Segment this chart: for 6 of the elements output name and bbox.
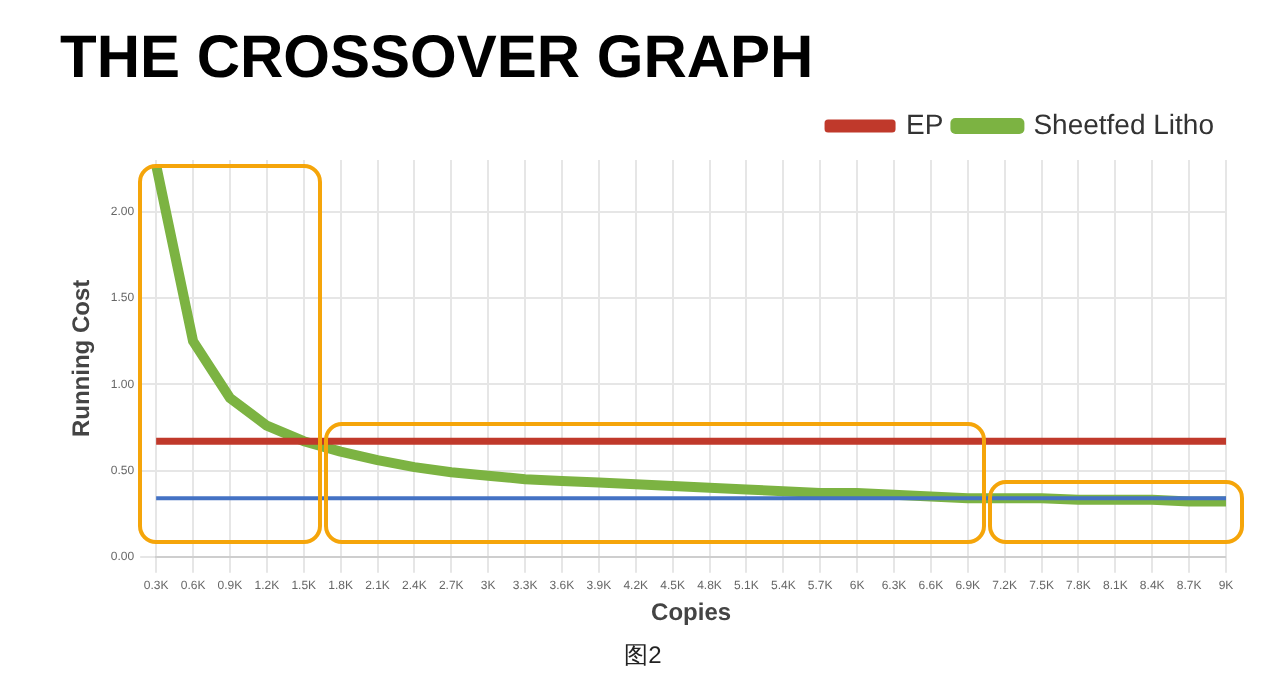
legend-label: EP (906, 107, 944, 140)
chart-title: THE CROSSOVER GRAPH (60, 24, 814, 91)
legend-label: Sheetfed Litho (1033, 107, 1215, 140)
y-axis-title: Running Cost (67, 279, 96, 438)
caption: 图2 (624, 640, 663, 669)
x-axis-title: Copies (651, 598, 732, 627)
